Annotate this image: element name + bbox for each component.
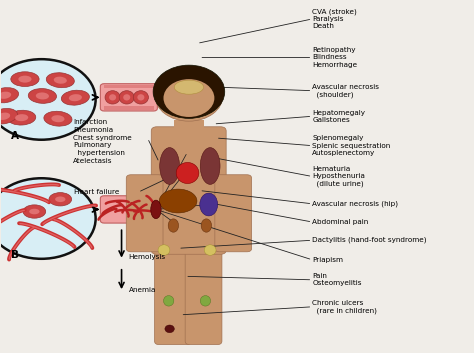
Ellipse shape [168, 219, 179, 232]
Ellipse shape [0, 108, 18, 124]
Ellipse shape [201, 219, 211, 232]
Text: Hemolysis: Hemolysis [128, 254, 166, 260]
Text: Hepatomegaly
Gallstones: Hepatomegaly Gallstones [312, 110, 365, 123]
Ellipse shape [61, 90, 90, 105]
Text: Pain
Osteomyelitis: Pain Osteomyelitis [312, 273, 362, 286]
Circle shape [155, 71, 223, 121]
Ellipse shape [165, 325, 174, 333]
Text: Hematuria
Hyposthenuria
  (dilute urine): Hematuria Hyposthenuria (dilute urine) [312, 166, 365, 187]
Ellipse shape [54, 77, 67, 84]
Circle shape [0, 59, 96, 140]
Ellipse shape [174, 80, 203, 94]
Ellipse shape [0, 88, 18, 103]
Ellipse shape [123, 94, 130, 101]
Ellipse shape [51, 115, 64, 122]
Text: Priapism: Priapism [312, 257, 343, 263]
Ellipse shape [8, 110, 36, 125]
Text: Splenomegaly
Splenic sequestration
Autosplenectomy: Splenomegaly Splenic sequestration Autos… [312, 136, 391, 156]
FancyBboxPatch shape [185, 243, 222, 345]
FancyBboxPatch shape [151, 127, 226, 254]
Text: CVA (stroke)
Paralysis
Death: CVA (stroke) Paralysis Death [312, 8, 357, 29]
Ellipse shape [15, 114, 28, 121]
Ellipse shape [18, 76, 32, 83]
Ellipse shape [119, 91, 134, 104]
Ellipse shape [164, 295, 174, 306]
Ellipse shape [158, 245, 170, 255]
Text: Chronic ulcers
  (rare in children): Chronic ulcers (rare in children) [312, 300, 377, 314]
FancyBboxPatch shape [126, 175, 163, 252]
FancyBboxPatch shape [174, 120, 203, 134]
Ellipse shape [200, 148, 220, 184]
Ellipse shape [133, 91, 148, 104]
Text: Anemia: Anemia [128, 287, 156, 293]
Ellipse shape [137, 94, 145, 101]
Circle shape [153, 65, 225, 118]
Ellipse shape [200, 193, 218, 216]
FancyBboxPatch shape [215, 175, 252, 252]
Ellipse shape [176, 162, 199, 184]
Ellipse shape [46, 73, 74, 88]
Text: Infarction
Pneumonia
Chest syndrome
Pulmonary
  hypertension
Atelectasis: Infarction Pneumonia Chest syndrome Pulm… [73, 119, 132, 164]
FancyBboxPatch shape [104, 107, 154, 110]
Text: B: B [11, 250, 19, 260]
Ellipse shape [200, 295, 210, 306]
FancyBboxPatch shape [100, 84, 157, 111]
FancyBboxPatch shape [104, 85, 154, 88]
Ellipse shape [160, 148, 180, 184]
Text: Heart failure: Heart failure [74, 189, 120, 195]
Circle shape [164, 79, 214, 117]
Text: Abdominal pain: Abdominal pain [312, 219, 369, 225]
FancyBboxPatch shape [100, 196, 157, 223]
Ellipse shape [0, 113, 10, 120]
Text: A: A [11, 131, 19, 141]
Ellipse shape [11, 72, 39, 86]
Ellipse shape [29, 209, 39, 214]
Ellipse shape [204, 245, 216, 255]
Ellipse shape [36, 92, 49, 100]
Ellipse shape [55, 197, 65, 202]
FancyBboxPatch shape [155, 243, 191, 345]
Ellipse shape [28, 89, 56, 103]
Ellipse shape [105, 91, 120, 104]
Ellipse shape [23, 205, 46, 218]
Circle shape [0, 178, 96, 259]
Ellipse shape [49, 193, 72, 206]
Ellipse shape [44, 111, 72, 126]
Ellipse shape [109, 94, 116, 101]
Ellipse shape [0, 92, 11, 99]
Text: Avascular necrosis
  (shoulder): Avascular necrosis (shoulder) [312, 84, 379, 97]
Ellipse shape [151, 200, 161, 219]
Text: Dactylitis (hand-foot syndrome): Dactylitis (hand-foot syndrome) [312, 237, 427, 244]
Ellipse shape [69, 94, 82, 101]
Text: Retinopathy
Blindness
Hemorrhage: Retinopathy Blindness Hemorrhage [312, 47, 357, 68]
Ellipse shape [159, 189, 197, 213]
Text: Avascular necrosis (hip): Avascular necrosis (hip) [312, 201, 398, 207]
